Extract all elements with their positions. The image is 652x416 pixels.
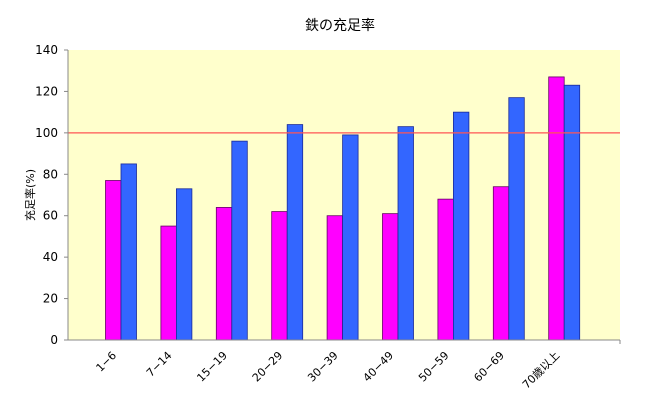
y-tick-label: 80 [43, 167, 58, 181]
chart-title: 鉄の充足率 [305, 17, 375, 34]
bar-magenta-1 [160, 225, 177, 341]
bar-magenta-0 [105, 180, 122, 341]
x-tick-label: 30−39 [305, 349, 341, 385]
x-tick-label: 60−69 [471, 349, 507, 385]
bar-magenta-6 [437, 198, 454, 341]
bar-blue-1 [175, 188, 193, 341]
bar-blue-2 [231, 140, 248, 341]
bar-magenta-2 [215, 207, 233, 341]
x-tick-label: 50−59 [416, 349, 452, 385]
x-tick-label: 70歳以上 [520, 349, 562, 391]
bar-magenta-4 [326, 215, 344, 341]
x-tick-label: 40−49 [361, 349, 397, 385]
bar-magenta-3 [271, 211, 288, 341]
bar-blue-4 [342, 134, 359, 341]
y-tick-label: 120 [35, 84, 58, 98]
y-tick-label: 60 [43, 209, 58, 223]
bar-blue-0 [120, 163, 137, 341]
y-tick-label: 140 [35, 43, 58, 57]
bar-blue-3 [286, 124, 304, 341]
bar-magenta-8 [548, 76, 565, 341]
y-tick-label: 0 [50, 333, 58, 347]
bar-blue-8 [563, 84, 581, 341]
bar-magenta-5 [382, 213, 399, 341]
bar-blue-7 [508, 97, 525, 341]
x-tick-label: 7−14 [144, 349, 175, 380]
bar-magenta-7 [492, 186, 510, 341]
y-axis-label: 充足率(%) [23, 169, 37, 221]
y-tick-label: 40 [43, 250, 58, 264]
x-tick-label: 15−19 [194, 349, 230, 385]
bar-blue-6 [452, 111, 470, 341]
x-tick-label: 1−6 [94, 349, 120, 375]
y-tick-label: 20 [43, 292, 58, 306]
x-tick-label: 20−29 [250, 349, 286, 385]
y-tick-label: 100 [35, 126, 58, 140]
bar-blue-5 [397, 126, 414, 341]
